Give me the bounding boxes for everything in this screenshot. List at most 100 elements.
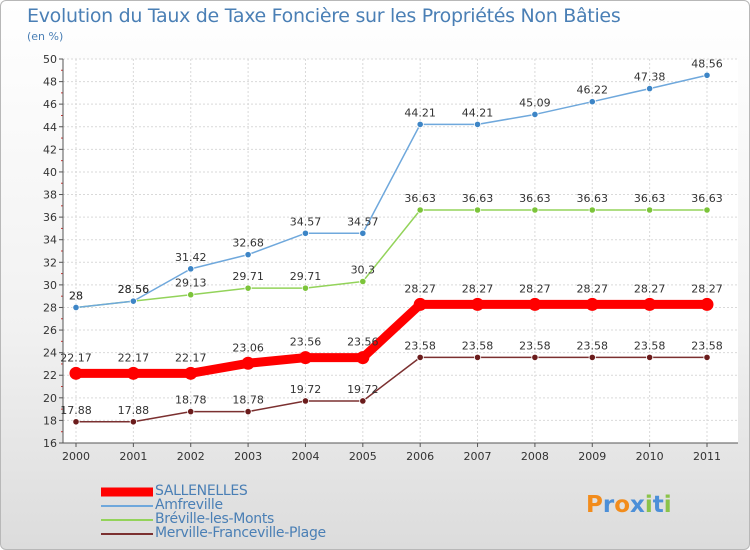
x-tick-label: 2007 xyxy=(464,450,492,463)
data-label-breville-les-monts: 29.71 xyxy=(232,270,264,283)
data-point-breville-les-monts xyxy=(417,207,423,213)
data-point-breville-les-monts xyxy=(302,285,308,291)
data-point-sallenelles xyxy=(242,357,255,370)
data-point-amfreville xyxy=(73,304,79,310)
data-label-breville-les-monts: 36.63 xyxy=(634,192,666,205)
data-label-amfreville: 44.21 xyxy=(404,106,436,119)
data-label-sallenelles: 28.27 xyxy=(691,282,723,295)
data-label-merville-franceville-plage: 23.58 xyxy=(404,339,436,352)
legend-item-merville-franceville-plage[interactable]: Merville-Franceville-Plage xyxy=(101,527,421,541)
y-tick-label: 46 xyxy=(43,98,57,111)
data-label-amfreville: 32.68 xyxy=(232,237,264,250)
data-point-merville-franceville-plage xyxy=(532,354,538,360)
legend-swatch xyxy=(101,533,153,535)
x-tick-label: 2005 xyxy=(349,450,377,463)
y-tick-label: 38 xyxy=(43,189,57,202)
data-point-amfreville xyxy=(589,98,595,104)
data-label-sallenelles: 22.17 xyxy=(60,351,92,364)
x-tick-label: 2002 xyxy=(177,450,205,463)
data-point-breville-les-monts xyxy=(646,207,652,213)
data-point-merville-franceville-plage xyxy=(704,354,710,360)
x-tick-label: 2011 xyxy=(693,450,721,463)
data-label-sallenelles: 28.27 xyxy=(462,282,494,295)
logo-letter: r xyxy=(603,492,614,518)
data-label-sallenelles: 22.17 xyxy=(175,351,207,364)
legend-item-sallenelles[interactable]: SALLENELLES xyxy=(101,485,421,499)
y-tick-label: 16 xyxy=(43,437,57,450)
logo-letter: t xyxy=(653,492,664,518)
y-tick-label: 28 xyxy=(43,301,57,314)
y-tick-label: 24 xyxy=(43,347,57,360)
x-tick-label: 2010 xyxy=(636,450,664,463)
data-point-amfreville xyxy=(302,230,308,236)
y-tick-label: 22 xyxy=(43,369,57,382)
data-label-merville-franceville-plage: 23.58 xyxy=(462,339,494,352)
data-label-breville-les-monts: 29.13 xyxy=(175,277,207,290)
x-tick-label: 2004 xyxy=(291,450,319,463)
data-point-breville-les-monts xyxy=(704,207,710,213)
data-point-merville-franceville-plage xyxy=(646,354,652,360)
logo-letter: P xyxy=(586,492,603,518)
data-label-sallenelles: 23.56 xyxy=(290,336,322,349)
y-tick-label: 40 xyxy=(43,166,57,179)
data-point-breville-les-monts xyxy=(188,292,194,298)
data-point-breville-les-monts xyxy=(532,207,538,213)
data-point-sallenelles xyxy=(528,298,541,311)
data-label-amfreville: 34.57 xyxy=(347,215,379,228)
data-label-sallenelles: 28.27 xyxy=(634,282,666,295)
data-point-breville-les-monts xyxy=(360,278,366,284)
logo-letter: i xyxy=(664,492,672,518)
data-point-sallenelles xyxy=(70,367,83,380)
data-point-sallenelles xyxy=(299,351,312,364)
data-label-merville-franceville-plage: 23.58 xyxy=(691,339,723,352)
data-label-breville-les-monts: 36.63 xyxy=(462,192,494,205)
data-point-amfreville xyxy=(188,266,194,272)
data-point-amfreville xyxy=(130,298,136,304)
data-point-breville-les-monts xyxy=(589,207,595,213)
y-tick-label: 20 xyxy=(43,392,57,405)
y-tick-label: 18 xyxy=(43,414,57,427)
data-point-merville-franceville-plage xyxy=(360,398,366,404)
data-point-breville-les-monts xyxy=(474,207,480,213)
data-point-sallenelles xyxy=(184,367,197,380)
data-label-amfreville: 48.56 xyxy=(691,57,723,70)
data-label-merville-franceville-plage: 18.78 xyxy=(175,394,207,407)
data-label-sallenelles: 28.27 xyxy=(577,282,609,295)
data-point-amfreville xyxy=(360,230,366,236)
data-point-merville-franceville-plage xyxy=(589,354,595,360)
y-tick-label: 30 xyxy=(43,279,57,292)
data-point-sallenelles xyxy=(701,298,714,311)
data-label-merville-franceville-plage: 18.78 xyxy=(232,394,264,407)
chart-frame: Evolution du Taux de Taxe Foncière sur l… xyxy=(0,0,750,550)
y-tick-label: 44 xyxy=(43,121,57,134)
data-label-breville-les-monts: 30.3 xyxy=(351,263,376,276)
data-point-merville-franceville-plage xyxy=(245,408,251,414)
legend-label: Merville-Franceville-Plage xyxy=(155,525,326,541)
y-tick-label: 50 xyxy=(43,53,57,66)
data-point-sallenelles xyxy=(356,351,369,364)
data-label-breville-les-monts: 29.71 xyxy=(290,270,322,283)
data-point-merville-franceville-plage xyxy=(130,419,136,425)
x-tick-label: 2009 xyxy=(578,450,606,463)
data-point-amfreville xyxy=(474,121,480,127)
data-point-merville-franceville-plage xyxy=(474,354,480,360)
data-label-merville-franceville-plage: 23.58 xyxy=(577,339,609,352)
data-point-merville-franceville-plage xyxy=(417,354,423,360)
y-tick-label: 26 xyxy=(43,324,57,337)
data-point-sallenelles xyxy=(414,298,427,311)
data-point-amfreville xyxy=(704,72,710,78)
x-tick-label: 2006 xyxy=(406,450,434,463)
data-label-breville-les-monts: 36.63 xyxy=(577,192,609,205)
y-tick-label: 36 xyxy=(43,211,57,224)
data-label-sallenelles: 23.06 xyxy=(232,341,264,354)
data-point-amfreville xyxy=(245,251,251,257)
legend-swatch xyxy=(101,488,153,497)
plot-area xyxy=(63,59,738,443)
data-label-amfreville: 44.21 xyxy=(462,106,494,119)
line-chart: 1618202224262830323436384042444648502000… xyxy=(1,1,749,549)
data-label-sallenelles: 23.56 xyxy=(347,336,379,349)
data-label-amfreville: 31.42 xyxy=(175,251,207,264)
data-label-sallenelles: 28.27 xyxy=(519,282,551,295)
data-point-merville-franceville-plage xyxy=(188,408,194,414)
proxiti-logo: Proxiti xyxy=(586,492,672,518)
